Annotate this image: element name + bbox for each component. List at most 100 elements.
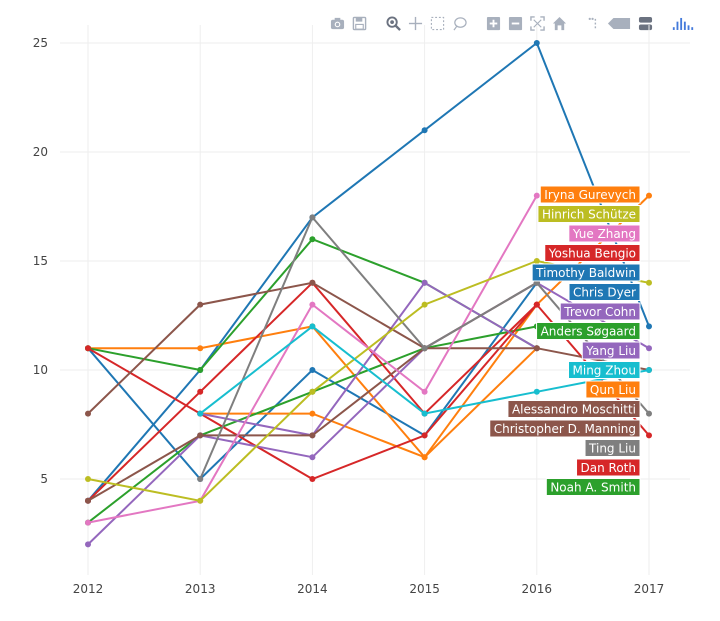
data-point[interactable]	[309, 432, 316, 439]
data-point[interactable]	[197, 367, 204, 373]
data-point[interactable]	[85, 345, 91, 352]
data-point[interactable]	[309, 236, 316, 243]
box-select-icon[interactable]	[428, 14, 446, 32]
hover-label: Yang Liu	[581, 341, 641, 360]
x-tick-label: 2012	[73, 582, 104, 596]
data-point[interactable]	[421, 454, 428, 461]
data-point[interactable]	[646, 323, 652, 330]
data-point[interactable]	[85, 541, 91, 548]
data-point[interactable]	[533, 258, 540, 264]
data-point[interactable]	[646, 279, 652, 286]
hover-label-box	[568, 361, 641, 379]
x-tick-label: 2016	[522, 582, 553, 596]
y-tick-label: 5	[40, 472, 48, 486]
data-point[interactable]	[85, 497, 91, 504]
data-point[interactable]	[85, 410, 91, 417]
hover-label-text: Dan Roth	[581, 461, 636, 475]
hover-label: Timothy Baldwin	[531, 263, 641, 282]
autoscale-icon[interactable]	[528, 14, 546, 32]
hover-label-text: Ming Zhou	[573, 364, 637, 378]
data-point[interactable]	[421, 301, 428, 308]
hover-labels: Iryna Gurevych Hinrich Schütze Yue Zhang Yo…	[489, 185, 641, 496]
hover-label-text: Hinrich Schütze	[542, 208, 636, 222]
data-point[interactable]	[421, 388, 428, 395]
hover-closest-icon[interactable]	[606, 14, 632, 32]
data-point[interactable]	[533, 192, 540, 199]
y-tick-label: 25	[33, 36, 48, 50]
data-point[interactable]	[646, 432, 652, 439]
hover-label: Ting Liu	[584, 439, 641, 457]
data-point[interactable]	[533, 388, 540, 395]
zoom-out-icon[interactable]	[506, 14, 524, 32]
data-point[interactable]	[197, 388, 204, 395]
hover-label-text: Yoshua Bengio	[548, 247, 636, 261]
data-point[interactable]	[85, 519, 91, 526]
data-point[interactable]	[533, 345, 540, 352]
data-point[interactable]	[309, 279, 316, 286]
hover-label: Alessandro Moschitti	[507, 400, 641, 418]
hover-label-text: Anders Søgaard	[541, 325, 636, 339]
hover-label-text: Timothy Baldwin	[535, 266, 636, 280]
series-ming-zhou[interactable]	[197, 323, 652, 417]
hover-label: Dan Roth	[576, 458, 641, 477]
hover-label-box	[536, 322, 641, 340]
series-line	[87, 41, 650, 502]
series-hinrich-sch-tze[interactable]	[85, 258, 652, 504]
data-point[interactable]	[309, 410, 316, 417]
data-point[interactable]	[197, 301, 204, 308]
hover-label-box	[576, 458, 641, 477]
hover-label-box	[581, 341, 641, 360]
y-axis: 5 10 15 20 25	[33, 36, 48, 486]
data-point[interactable]	[421, 279, 428, 286]
camera-icon[interactable]	[328, 14, 346, 32]
data-point[interactable]	[421, 432, 428, 439]
spike-lines-icon[interactable]	[584, 14, 602, 32]
hover-label: Anders Søgaard	[536, 322, 641, 340]
home-icon[interactable]	[550, 14, 568, 32]
lasso-select-icon[interactable]	[450, 14, 468, 32]
hover-label-text: Christopher D. Manning	[494, 422, 636, 436]
hover-label: Qun Liu	[585, 380, 641, 399]
data-point[interactable]	[646, 192, 652, 199]
hover-label: Iryna Gurevych	[539, 185, 641, 204]
data-point[interactable]	[421, 410, 428, 417]
data-point[interactable]	[421, 127, 428, 134]
hover-label: Christopher D. Manning	[489, 419, 641, 438]
data-point[interactable]	[197, 497, 204, 504]
hover-label-box	[568, 283, 641, 301]
x-axis: 2012 2013 2014 2015 2016 2017	[73, 582, 665, 596]
data-point[interactable]	[309, 388, 316, 395]
hover-label-box	[537, 205, 641, 223]
data-point[interactable]	[197, 476, 204, 482]
hover-label-text: Iryna Gurevych	[544, 188, 636, 202]
data-point[interactable]	[197, 345, 204, 352]
data-point[interactable]	[533, 301, 540, 308]
data-point[interactable]	[646, 345, 652, 352]
hover-label-text: Chris Dyer	[573, 286, 636, 300]
x-tick-label: 2013	[185, 582, 216, 596]
hover-compare-icon[interactable]	[636, 14, 654, 32]
data-point[interactable]	[309, 214, 316, 221]
zoom-in-icon[interactable]	[484, 14, 502, 32]
plotly-logo-icon[interactable]	[670, 14, 696, 32]
data-point[interactable]	[309, 367, 316, 373]
data-point[interactable]	[646, 410, 652, 417]
data-point[interactable]	[309, 454, 316, 461]
data-point[interactable]	[309, 301, 316, 308]
hover-label-text: Yang Liu	[585, 344, 636, 358]
pan-icon[interactable]	[406, 14, 424, 32]
data-point[interactable]	[85, 476, 91, 482]
series-line	[87, 281, 650, 546]
series-layer	[85, 40, 652, 548]
data-point[interactable]	[646, 367, 652, 373]
hover-label-text: Qun Liu	[590, 383, 636, 397]
zoom-icon[interactable]	[384, 14, 402, 32]
data-point[interactable]	[421, 345, 428, 352]
data-point[interactable]	[533, 40, 540, 46]
save-icon[interactable]	[350, 14, 368, 32]
data-point[interactable]	[309, 476, 316, 482]
data-point[interactable]	[197, 410, 204, 417]
data-point[interactable]	[309, 323, 316, 330]
data-point[interactable]	[197, 432, 204, 439]
